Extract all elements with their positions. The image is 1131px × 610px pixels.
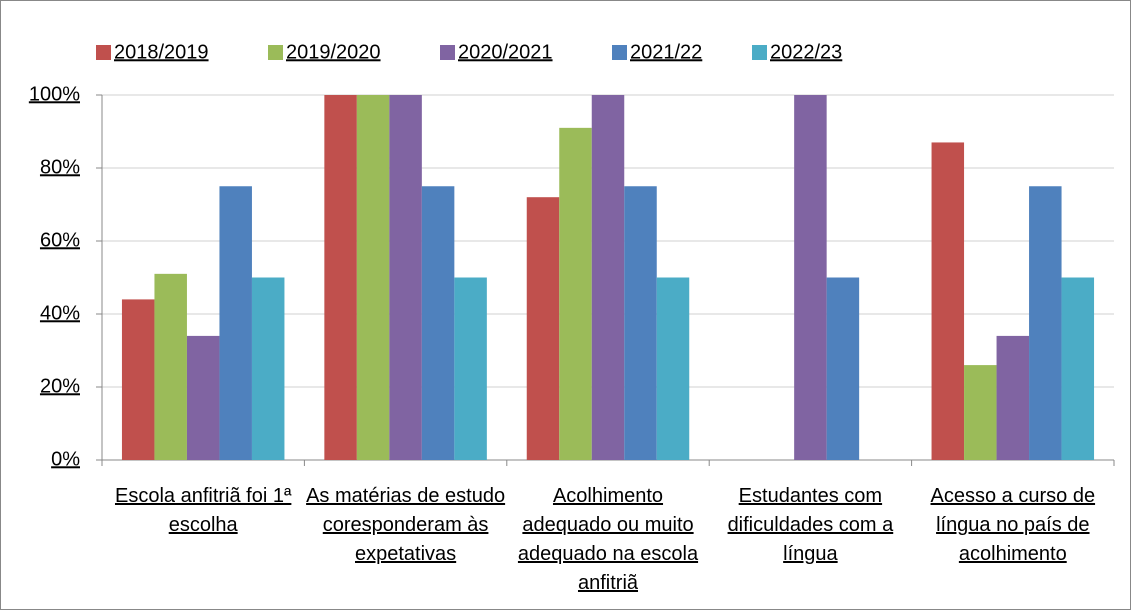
legend-swatch: [752, 45, 767, 60]
bar: [794, 95, 827, 460]
legend-swatch: [96, 45, 111, 60]
legend-label: 2020/2021: [458, 41, 553, 63]
y-tick-label: 40%: [40, 302, 80, 324]
y-tick-label: 60%: [40, 229, 80, 251]
legend-label: 2021/22: [630, 41, 702, 63]
x-tick-label: Acesso a curso de língua no país de acol…: [930, 485, 1096, 565]
bar: [996, 335, 1030, 460]
x-tick-label: Escola anfitriã foi 1ª escolha: [114, 485, 292, 536]
x-tick-label: As matérias de estudo coresponderam às e…: [306, 485, 506, 565]
legend-swatch: [612, 45, 627, 60]
bar: [454, 277, 487, 460]
bar: [964, 365, 997, 460]
y-tick-label: 100%: [29, 83, 80, 105]
bar: [154, 273, 187, 460]
bar: [656, 277, 690, 460]
bar: [421, 186, 455, 460]
bar: [251, 277, 285, 460]
x-tick-label: Acolhimento adequado ou muito adequado n…: [517, 485, 699, 594]
legend-swatch: [440, 45, 455, 60]
bar: [356, 95, 390, 460]
bar: [1029, 186, 1062, 460]
bar: [219, 186, 252, 460]
bar: [186, 335, 220, 460]
y-tick-label: 80%: [40, 156, 80, 178]
bar: [559, 127, 592, 460]
bar: [1061, 277, 1095, 460]
bar: [931, 142, 965, 460]
bar: [121, 299, 155, 460]
bar: [526, 197, 560, 460]
bar: [324, 95, 357, 460]
bar: [826, 277, 860, 460]
legend-label: 2019/2020: [286, 41, 381, 63]
y-tick-label: 0%: [51, 448, 80, 470]
legend-swatch: [268, 45, 283, 60]
bar: [389, 95, 422, 460]
y-tick-label: 20%: [40, 375, 80, 397]
legend-label: 2018/2019: [114, 41, 209, 63]
bar: [591, 95, 625, 460]
bar: [624, 186, 657, 460]
x-tick-label: Estudantes com dificuldades com a língua: [727, 485, 894, 565]
legend-label: 2022/23: [770, 41, 842, 63]
